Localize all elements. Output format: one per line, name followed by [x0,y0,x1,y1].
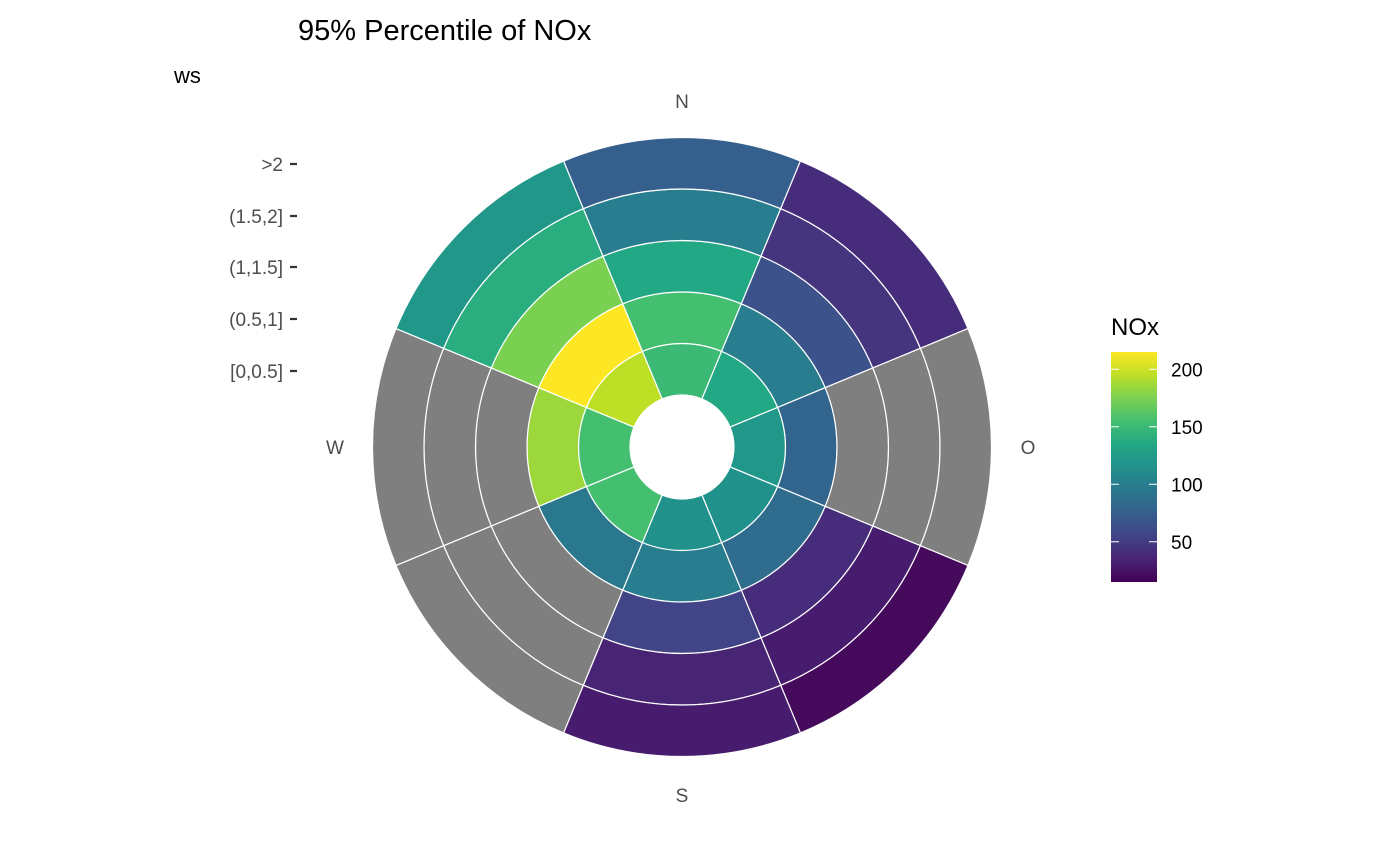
cell-w-ws1 [526,386,588,508]
legend-tick-label: 200 [1171,360,1203,381]
ws-axis: [0,0.5] (0.5,1] (1,1.5] (1.5,2] >2 [229,155,297,383]
cell-o-ws1 [776,386,838,508]
legend-tick-label: 150 [1171,418,1203,439]
cell-s-ws1 [621,541,743,603]
ws-tick-label: (1.5,2] [229,207,283,228]
cell-nw-ws4 [395,160,585,350]
chart-title: 95% Percentile of NOx [298,15,592,47]
ws-tick-label: >2 [261,155,283,176]
legend-colorbar [1111,352,1157,582]
direction-label-s: S [676,786,689,807]
y-axis-label: ws [173,63,201,88]
ws-tick-label: (0.5,1] [229,310,283,331]
rose-cells [371,136,993,758]
ws-tick-label: (1,1.5] [229,258,283,279]
legend: NOx 50 100 150 200 [1111,314,1203,582]
legend-tick-label: 100 [1171,475,1203,496]
direction-labels: N O S W [326,92,1035,807]
ws-tick-label: [0,0.5] [230,362,283,383]
direction-label-w: W [326,438,344,459]
cell-n-ws1 [621,291,743,353]
direction-label-o: O [1021,438,1036,459]
direction-label-n: N [675,92,689,113]
legend-tick-label: 50 [1171,533,1192,554]
legend-title: NOx [1111,314,1159,341]
